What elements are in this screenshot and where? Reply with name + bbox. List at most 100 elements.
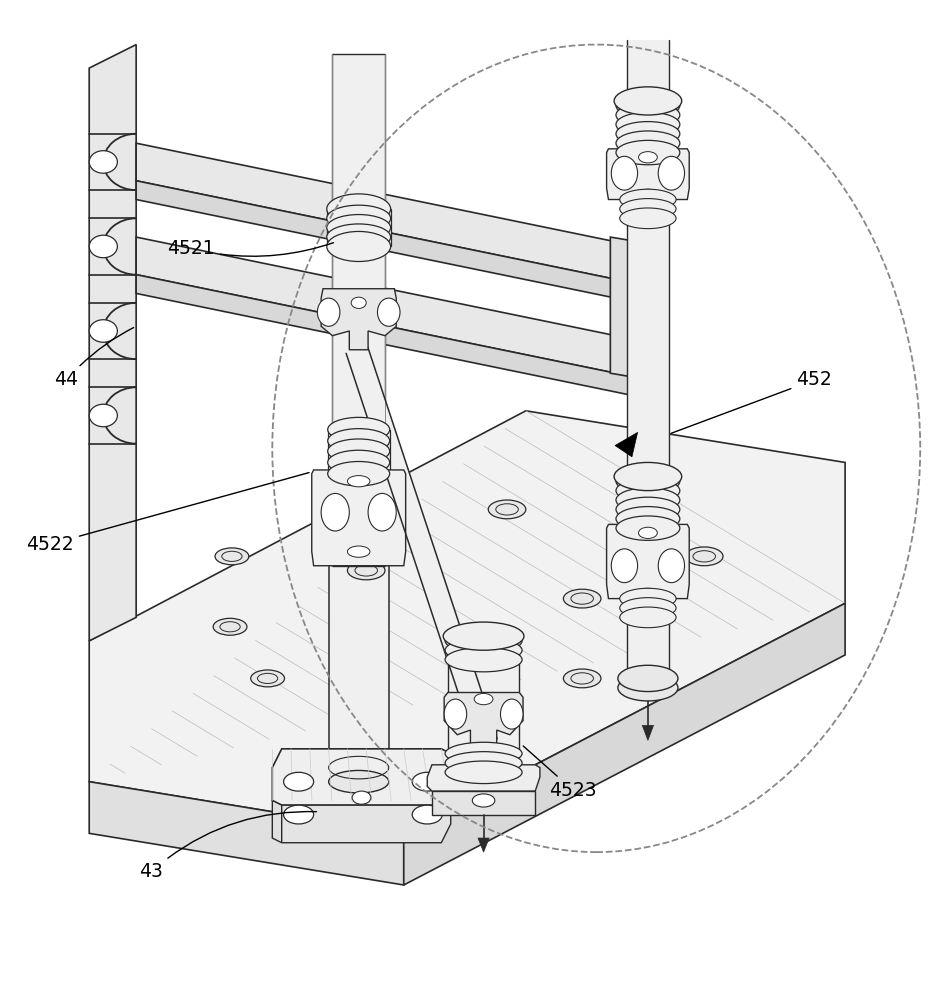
Ellipse shape (328, 417, 390, 442)
Ellipse shape (620, 189, 676, 210)
Ellipse shape (89, 235, 117, 258)
Ellipse shape (352, 791, 371, 804)
Text: 44: 44 (54, 328, 133, 389)
Ellipse shape (620, 607, 676, 628)
Ellipse shape (321, 493, 349, 531)
Ellipse shape (347, 561, 385, 580)
Ellipse shape (618, 675, 678, 701)
Ellipse shape (611, 549, 638, 583)
Ellipse shape (685, 547, 723, 566)
Polygon shape (89, 45, 136, 641)
Ellipse shape (658, 549, 685, 583)
Polygon shape (89, 411, 845, 833)
Ellipse shape (328, 462, 390, 486)
Polygon shape (312, 470, 406, 566)
Polygon shape (478, 838, 489, 852)
Ellipse shape (616, 140, 680, 165)
Polygon shape (272, 800, 282, 843)
Ellipse shape (616, 103, 680, 127)
Ellipse shape (563, 589, 601, 608)
Ellipse shape (328, 450, 390, 475)
Polygon shape (627, 40, 669, 692)
Ellipse shape (327, 224, 391, 250)
Polygon shape (346, 346, 497, 746)
Text: 4522: 4522 (26, 473, 309, 554)
Ellipse shape (639, 527, 657, 538)
Ellipse shape (327, 194, 391, 224)
Text: 43: 43 (139, 812, 316, 881)
Ellipse shape (347, 546, 370, 557)
Ellipse shape (616, 488, 680, 512)
Polygon shape (329, 566, 389, 782)
Ellipse shape (327, 231, 391, 261)
Ellipse shape (327, 205, 391, 231)
Polygon shape (616, 106, 680, 153)
Ellipse shape (328, 429, 390, 453)
Polygon shape (321, 289, 396, 350)
Polygon shape (136, 237, 639, 378)
Ellipse shape (620, 199, 676, 219)
Polygon shape (272, 749, 451, 805)
Polygon shape (607, 149, 689, 200)
Text: 452: 452 (671, 370, 832, 433)
Ellipse shape (614, 87, 682, 115)
Ellipse shape (89, 151, 117, 173)
Ellipse shape (445, 752, 522, 774)
Ellipse shape (445, 742, 522, 765)
Ellipse shape (412, 805, 442, 824)
Polygon shape (607, 524, 689, 599)
Polygon shape (432, 791, 535, 815)
Ellipse shape (445, 629, 522, 653)
Polygon shape (448, 660, 519, 754)
Ellipse shape (445, 638, 522, 662)
Text: 4521: 4521 (167, 239, 333, 258)
Ellipse shape (616, 93, 680, 118)
Ellipse shape (89, 320, 117, 342)
Polygon shape (610, 237, 639, 378)
Ellipse shape (611, 156, 638, 190)
Ellipse shape (317, 298, 340, 326)
Polygon shape (89, 782, 404, 885)
Ellipse shape (215, 548, 249, 565)
Polygon shape (642, 725, 654, 740)
Polygon shape (616, 481, 680, 528)
Ellipse shape (616, 469, 680, 493)
Polygon shape (136, 143, 639, 284)
Ellipse shape (329, 770, 389, 793)
Ellipse shape (500, 699, 523, 729)
Ellipse shape (614, 462, 682, 491)
Ellipse shape (213, 618, 247, 635)
Ellipse shape (474, 693, 493, 705)
Ellipse shape (251, 670, 285, 687)
Ellipse shape (620, 598, 676, 618)
Ellipse shape (616, 507, 680, 531)
Ellipse shape (472, 794, 495, 807)
Ellipse shape (444, 699, 467, 729)
Ellipse shape (351, 297, 366, 308)
Polygon shape (332, 54, 385, 566)
Polygon shape (136, 275, 639, 397)
Polygon shape (427, 765, 540, 791)
Ellipse shape (618, 665, 678, 692)
Polygon shape (615, 432, 638, 457)
Ellipse shape (445, 647, 522, 672)
Ellipse shape (616, 112, 680, 137)
Polygon shape (282, 786, 451, 843)
Polygon shape (136, 181, 639, 303)
Ellipse shape (488, 500, 526, 519)
Text: 4523: 4523 (523, 746, 597, 800)
Ellipse shape (412, 772, 442, 791)
Ellipse shape (639, 189, 657, 200)
Ellipse shape (368, 493, 396, 531)
Ellipse shape (377, 298, 400, 326)
Ellipse shape (445, 761, 522, 784)
Ellipse shape (616, 131, 680, 155)
Polygon shape (639, 242, 667, 383)
Ellipse shape (616, 478, 680, 503)
Ellipse shape (620, 208, 676, 229)
Ellipse shape (639, 152, 657, 163)
Ellipse shape (563, 669, 601, 688)
Polygon shape (444, 692, 523, 749)
Ellipse shape (639, 588, 657, 600)
Ellipse shape (327, 215, 391, 241)
